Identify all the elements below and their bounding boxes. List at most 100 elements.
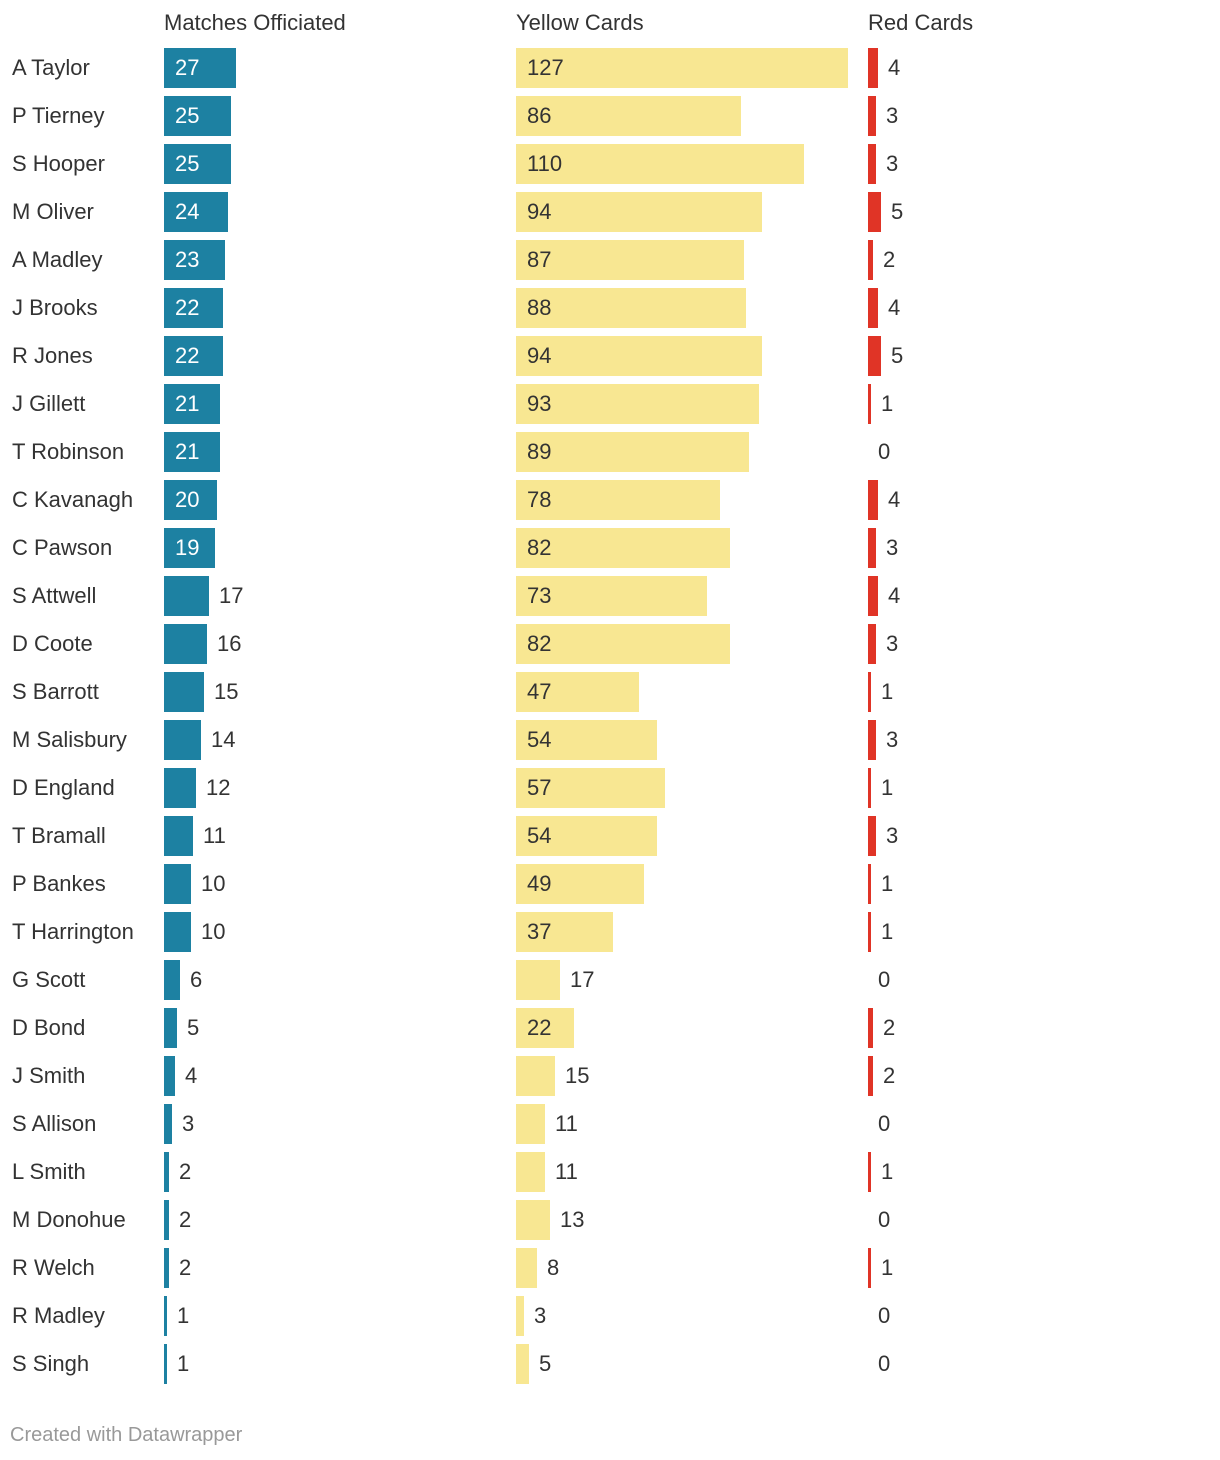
matches-bar <box>164 240 225 280</box>
matches-value-label: 6 <box>190 967 203 992</box>
red-value-label: 1 <box>881 919 894 944</box>
referee-label: G Scott <box>12 967 86 992</box>
matches-value-label: 25 <box>175 103 200 128</box>
yellow-bar <box>516 576 707 616</box>
yellow-bar <box>516 864 644 904</box>
red-bar <box>868 624 876 664</box>
yellow-bar <box>516 1248 537 1288</box>
yellow-value-label: 93 <box>527 391 552 416</box>
matches-value-label: 20 <box>175 487 200 512</box>
matches-value-label: 23 <box>175 247 200 272</box>
matches-bar <box>164 1104 172 1144</box>
matches-value-label: 10 <box>201 919 226 944</box>
yellow-value-label: 82 <box>527 535 552 560</box>
yellow-bar <box>516 672 639 712</box>
referee-label: C Pawson <box>12 535 113 560</box>
yellow-value-label: 15 <box>565 1063 590 1088</box>
red-value-label: 1 <box>881 679 894 704</box>
yellow-value-label: 54 <box>527 823 552 848</box>
referee-label: R Jones <box>12 343 93 368</box>
yellow-value-label: 13 <box>560 1207 585 1232</box>
red-bar <box>868 768 871 808</box>
referee-label: S Hooper <box>12 151 105 176</box>
matches-value-label: 17 <box>219 583 244 608</box>
red-bar <box>868 144 876 184</box>
yellow-value-label: 127 <box>527 55 564 80</box>
matches-value-label: 1 <box>177 1303 190 1328</box>
red-bar <box>868 48 878 88</box>
yellow-bar <box>516 1056 555 1096</box>
matches-value-label: 3 <box>182 1111 195 1136</box>
red-bar <box>868 480 878 520</box>
red-value-label: 3 <box>886 727 899 752</box>
yellow-bar <box>516 1200 550 1240</box>
red-value-label: 2 <box>883 1063 896 1088</box>
red-bar <box>868 240 873 280</box>
red-value-label: 1 <box>881 1159 894 1184</box>
red-value-label: 1 <box>881 1255 894 1280</box>
matches-bar <box>164 1056 175 1096</box>
yellow-bar <box>516 192 762 232</box>
referee-label: D Coote <box>12 631 93 656</box>
yellow-value-label: 3 <box>534 1303 547 1328</box>
red-bar <box>868 576 878 616</box>
red-value-label: 1 <box>881 871 894 896</box>
matches-value-label: 27 <box>175 55 200 80</box>
yellow-value-label: 89 <box>527 439 552 464</box>
red-bar <box>868 912 871 952</box>
matches-bar <box>164 192 228 232</box>
matches-bar <box>164 576 209 616</box>
yellow-value-label: 8 <box>547 1255 560 1280</box>
red-bar <box>868 816 876 856</box>
matches-bar <box>164 624 207 664</box>
red-value-label: 0 <box>878 1111 891 1136</box>
yellow-value-label: 47 <box>527 679 552 704</box>
yellow-value-label: 22 <box>527 1015 552 1040</box>
referee-label: T Robinson <box>12 439 125 464</box>
red-value-label: 0 <box>878 1351 891 1376</box>
footer-credit: Created with Datawrapper <box>10 1424 243 1446</box>
matches-bar <box>164 288 223 328</box>
red-value-label: 5 <box>891 343 904 368</box>
yellow-value-label: 37 <box>527 919 552 944</box>
red-value-label: 2 <box>883 1015 896 1040</box>
referee-label: S Allison <box>12 1111 97 1136</box>
yellow-bar <box>516 912 613 952</box>
matches-bar <box>164 1296 167 1336</box>
red-value-label: 0 <box>878 1207 891 1232</box>
red-bar <box>868 1248 871 1288</box>
red-bar <box>868 528 876 568</box>
red-bar <box>868 336 881 376</box>
matches-value-label: 2 <box>179 1207 192 1232</box>
matches-bar <box>164 96 231 136</box>
red-value-label: 4 <box>888 295 901 320</box>
referee-label: M Salisbury <box>12 727 127 752</box>
matches-value-label: 4 <box>185 1063 198 1088</box>
referee-label: C Kavanagh <box>12 487 134 512</box>
yellow-bar <box>516 480 720 520</box>
matches-value-label: 5 <box>187 1015 200 1040</box>
referee-label: M Donohue <box>12 1207 126 1232</box>
matches-bar <box>164 912 191 952</box>
yellow-bar <box>516 288 746 328</box>
matches-value-label: 10 <box>201 871 226 896</box>
yellow-bar <box>516 528 730 568</box>
matches-bar <box>164 768 196 808</box>
yellow-bar <box>516 384 759 424</box>
yellow-bar <box>516 1296 524 1336</box>
referee-label: R Madley <box>12 1303 105 1328</box>
yellow-bar <box>516 336 762 376</box>
red-bar <box>868 192 881 232</box>
yellow-value-label: 82 <box>527 631 552 656</box>
matches-value-label: 22 <box>175 295 200 320</box>
referee-label: P Bankes <box>12 871 106 896</box>
red-value-label: 3 <box>886 535 899 560</box>
matches-value-label: 14 <box>211 727 236 752</box>
yellow-value-label: 87 <box>527 247 552 272</box>
yellow-bar <box>516 768 665 808</box>
yellow-bar <box>516 144 804 184</box>
red-value-label: 0 <box>878 1303 891 1328</box>
matches-bar <box>164 1248 169 1288</box>
red-bar <box>868 1152 871 1192</box>
